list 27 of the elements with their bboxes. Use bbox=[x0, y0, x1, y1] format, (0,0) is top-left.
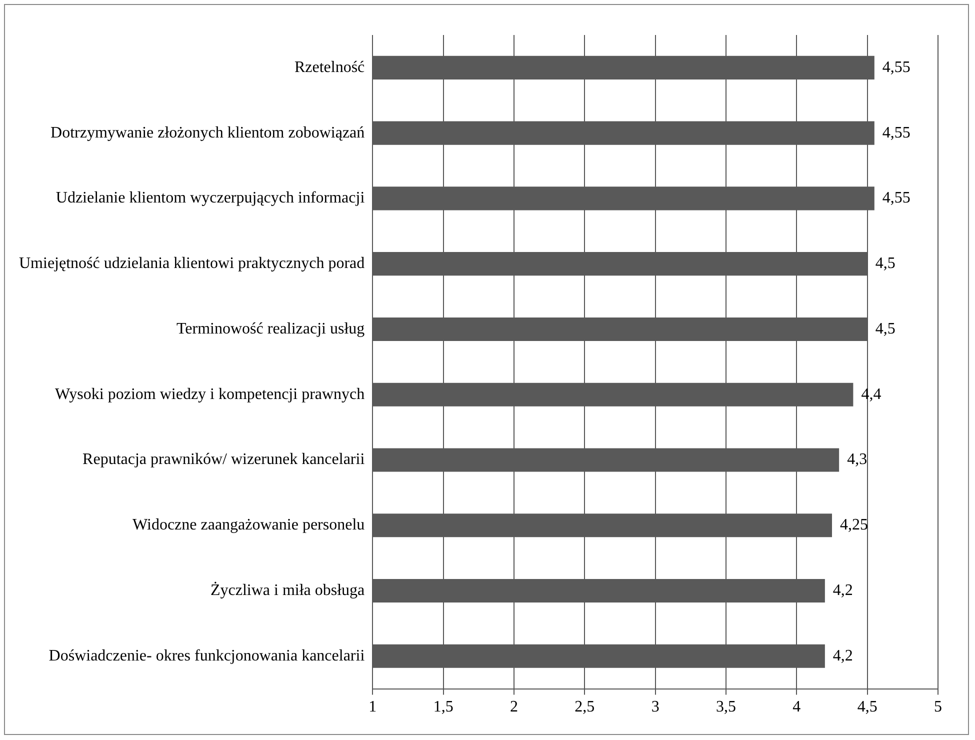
x-tick-label: 3,5 bbox=[716, 698, 736, 716]
y-tick-label: Doświadczenie- okres funkcjonowania kancelarii bbox=[48, 647, 366, 664]
data-label: 4,55 bbox=[882, 58, 910, 76]
data-label: 4,2 bbox=[832, 582, 853, 599]
data-label: 4,5 bbox=[875, 320, 896, 338]
data-label: 4,3 bbox=[847, 451, 868, 468]
x-tick-label: 3 bbox=[651, 698, 660, 716]
y-tick-label: Życzliwa i miła obsługa bbox=[210, 580, 365, 599]
x-tick-label: 1 bbox=[368, 698, 377, 716]
y-tick-label: Terminowość realizacji usług bbox=[176, 320, 365, 338]
data-label: 4,5 bbox=[875, 255, 896, 272]
y-tick-label: Widoczne zaangażowanie personelu bbox=[132, 516, 365, 534]
data-label: 4,2 bbox=[832, 647, 853, 664]
x-tick-label: 5 bbox=[934, 698, 942, 716]
y-tick-label: Reputacja prawników/ wizerunek kancelarii bbox=[82, 451, 366, 468]
y-tick-label: Dotrzymywanie złożonych klientom zobowiązań bbox=[50, 124, 365, 142]
x-tick-label: 1,5 bbox=[433, 698, 454, 716]
y-tick-label: Udzielanie klientom wyczerpujących informacji bbox=[56, 190, 366, 207]
x-tick-label: 4 bbox=[792, 698, 801, 716]
y-tick-label: Wysoki poziom wiedzy i kompetencji prawnych bbox=[55, 386, 365, 403]
y-tick-label: Umiejętność udzielania klientowi praktycznych porad bbox=[19, 255, 365, 272]
data-label: 4,55 bbox=[882, 124, 910, 142]
x-tick-label: 4,5 bbox=[857, 698, 878, 716]
data-label: 4,55 bbox=[882, 190, 910, 207]
x-tick-label: 2,5 bbox=[574, 698, 595, 716]
y-tick-label: Rzetelność bbox=[294, 58, 365, 76]
x-tick-label: 2 bbox=[510, 698, 518, 716]
